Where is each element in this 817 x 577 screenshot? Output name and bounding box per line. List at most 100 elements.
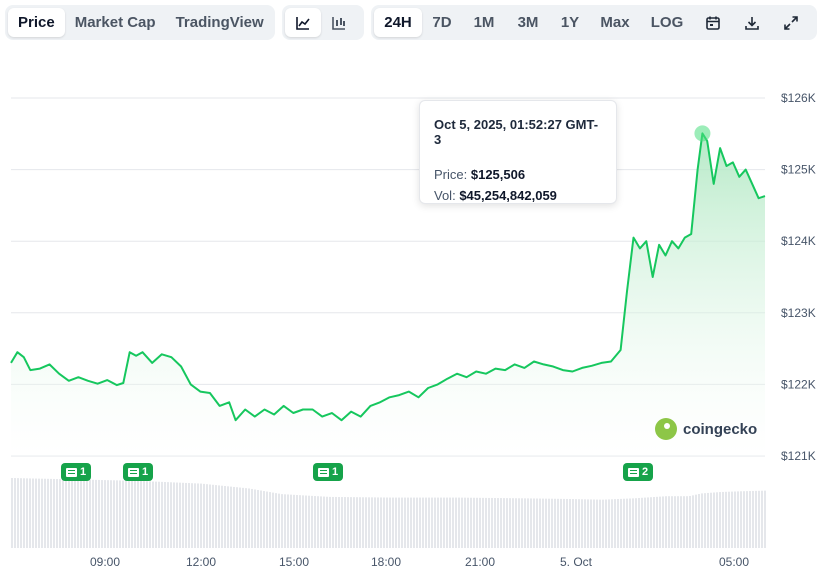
volume-bar [53, 478, 55, 548]
volume-bar [608, 499, 610, 548]
volume-bar [533, 498, 535, 548]
volume-bar [422, 497, 424, 548]
news-badge[interactable]: 1 [61, 463, 92, 481]
volume-bar [515, 498, 517, 548]
range-1m[interactable]: 1M [473, 14, 495, 31]
volume-bar [410, 497, 412, 548]
volume-bar [314, 496, 316, 548]
volume-bar [503, 498, 505, 548]
volume-bar [128, 480, 130, 548]
volume-bar [377, 497, 379, 548]
candlestick-button[interactable] [321, 8, 357, 37]
range-1y[interactable]: 1Y [560, 14, 580, 31]
coingecko-logo: coingecko [655, 418, 757, 440]
range-7d[interactable]: 7D [432, 14, 452, 31]
volume-bar [194, 483, 196, 548]
volume-bar [509, 498, 511, 548]
x-tick-label: 12:00 [186, 555, 216, 569]
volume-bar [257, 489, 259, 548]
volume-bar [89, 479, 91, 548]
volume-bar [158, 481, 160, 548]
volume-bar [563, 498, 565, 548]
volume-bar [542, 498, 544, 548]
volume-bar [728, 491, 730, 548]
volume-bar [671, 496, 673, 548]
volume-bar [644, 497, 646, 548]
volume-bar [386, 497, 388, 548]
volume-bar [266, 491, 268, 548]
volume-bar [113, 480, 115, 548]
y-tick-label: $126K [781, 91, 816, 105]
volume-bar [308, 495, 310, 548]
tab-price[interactable]: Price [8, 8, 65, 37]
range-3m[interactable]: 3M [517, 14, 539, 31]
line-chart-button[interactable] [285, 8, 321, 37]
log-scale-toggle[interactable]: LOG [650, 14, 684, 31]
range-24h[interactable]: 24H [374, 8, 422, 37]
tab-market-cap[interactable]: Market Cap [74, 14, 156, 31]
x-tick-label: 05:00 [719, 555, 749, 569]
x-tick-label: 09:00 [90, 555, 120, 569]
volume-bar [761, 490, 763, 548]
volume-bar [338, 497, 340, 548]
volume-bar [752, 490, 754, 548]
tab-tradingview[interactable]: TradingView [175, 14, 264, 31]
volume-bar [191, 483, 193, 548]
volume-bar [233, 486, 235, 548]
candlestick-icon [332, 16, 345, 30]
volume-bar [41, 478, 43, 548]
y-tick-label: $123K [781, 306, 816, 320]
volume-bar [719, 492, 721, 548]
volume-bar [425, 497, 427, 548]
volume-bar [320, 496, 322, 548]
y-tick-label: $121K [781, 449, 816, 463]
volume-bar [155, 481, 157, 548]
expand-icon [784, 15, 798, 30]
volume-bar [641, 497, 643, 548]
volume-bar [221, 485, 223, 548]
volume-bar [215, 485, 217, 548]
volume-bar [746, 491, 748, 548]
volume-bar [287, 494, 289, 548]
volume-bar [740, 491, 742, 548]
tooltip-price-row: Price: $125,506 [434, 167, 526, 182]
volume-bar [560, 498, 562, 548]
news-count: 1 [80, 466, 87, 478]
volume-bar [344, 497, 346, 548]
volume-bar [521, 498, 523, 548]
volume-bar [482, 497, 484, 548]
news-badge[interactable]: 1 [313, 463, 344, 481]
volume-bar [272, 492, 274, 548]
volume-bar [26, 478, 28, 548]
expand-button[interactable] [772, 8, 810, 37]
volume-bar [431, 497, 433, 548]
volume-bar [98, 479, 100, 548]
volume-bar [494, 498, 496, 548]
volume-bar [677, 496, 679, 548]
calendar-button[interactable] [694, 8, 732, 37]
volume-bar [164, 482, 166, 548]
news-icon [66, 467, 77, 477]
volume-bar [500, 498, 502, 548]
news-badge[interactable]: 1 [123, 463, 154, 481]
volume-bar [260, 490, 262, 548]
volume-bar [662, 496, 664, 548]
volume-bar [341, 497, 343, 548]
volume-bar [137, 480, 139, 548]
volume-bar [581, 499, 583, 548]
range-max[interactable]: Max [600, 14, 630, 31]
volume-bar [200, 483, 202, 548]
volume-bar [317, 496, 319, 548]
volume-bar [56, 479, 58, 548]
volume-bar [140, 480, 142, 548]
volume-bar [23, 478, 25, 548]
y-axis-labels: $126K $125K $124K $123K $122K $121K [781, 91, 816, 463]
volume-bar [428, 497, 430, 548]
volume-bar [443, 497, 445, 548]
volume-bar [119, 480, 121, 548]
price-chart[interactable]: $126K $125K $124K $123K $122K $121K 09:00 12:0… [0, 46, 817, 577]
news-badge[interactable]: 2 [623, 463, 654, 481]
volume-bar [458, 497, 460, 548]
download-button[interactable] [732, 8, 772, 37]
volume-bar [335, 496, 337, 548]
